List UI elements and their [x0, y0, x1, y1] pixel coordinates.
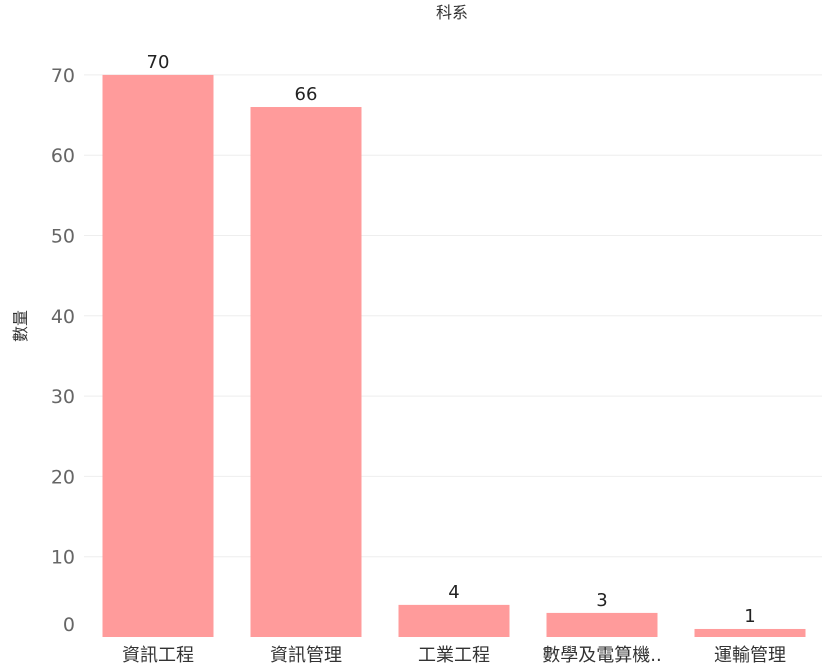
top-axis-label: 科系: [436, 3, 468, 22]
y-tick-label: 50: [51, 226, 75, 248]
y-tick-label: 0: [63, 614, 75, 636]
x-tick-label: 運輸管理: [714, 645, 786, 664]
y-tick-label: 40: [51, 306, 75, 328]
y-tick-label: 60: [51, 145, 75, 167]
bar: [102, 74, 214, 637]
y-axis-title: 數量: [11, 310, 30, 342]
data-label: 4: [448, 582, 459, 603]
data-labels: 70 66 4 3 1: [147, 52, 756, 627]
y-tick-label: 10: [51, 547, 75, 569]
data-label: 66: [295, 84, 318, 105]
y-tick-label: 20: [51, 466, 75, 488]
y-axis-ticks: 0 10 20 30 40 50 60 70: [51, 65, 75, 636]
bars: [102, 74, 806, 637]
x-tick-label: 工業工程: [418, 645, 490, 664]
bar: [694, 628, 806, 637]
x-tick-label: 資訊工程: [122, 645, 194, 664]
bar: [398, 604, 510, 637]
data-label: 3: [596, 590, 607, 611]
x-tick-label: 資訊管理: [270, 645, 342, 664]
x-tick-label: 數學及電算機..: [542, 645, 661, 664]
x-axis-labels: 資訊工程 資訊管理 工業工程 數學及電算機.. 運輸管理: [122, 645, 786, 664]
y-tick-label: 70: [51, 65, 75, 87]
y-tick-label: 30: [51, 386, 75, 408]
bar: [546, 612, 658, 637]
bar: [250, 107, 362, 637]
data-label: 70: [147, 52, 170, 73]
data-label: 1: [744, 606, 755, 627]
